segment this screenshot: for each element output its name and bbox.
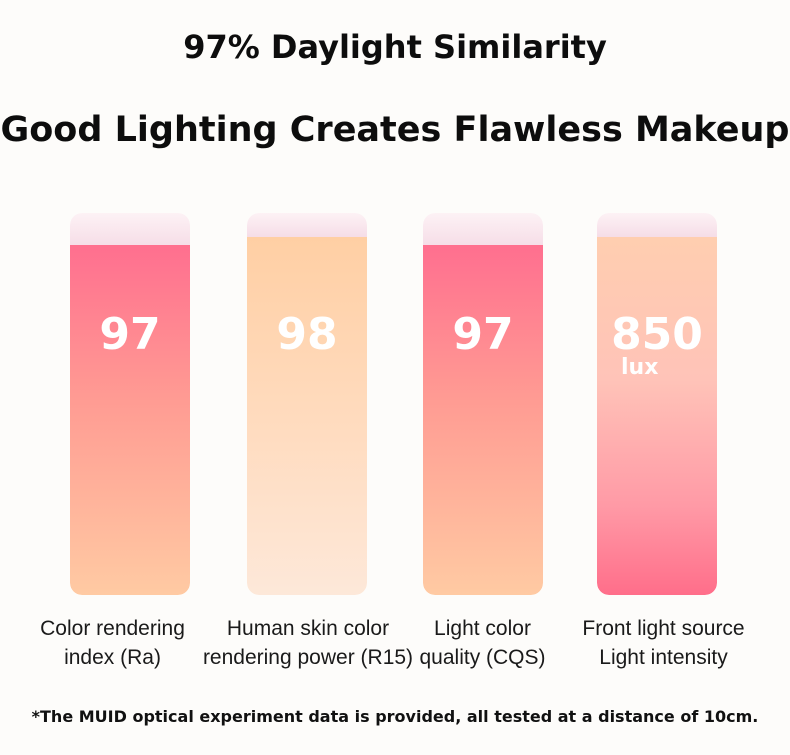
label-line: Human skin color xyxy=(226,617,390,640)
label-line: Light intensity xyxy=(599,646,728,669)
metric-value: 850 xyxy=(611,309,703,360)
metric-value: 97 xyxy=(99,309,161,360)
label-line: Front light source xyxy=(582,617,745,640)
page-subtitle: Good Lighting Creates Flawless Makeup xyxy=(0,110,790,150)
metric-value: 98 xyxy=(276,309,338,360)
label-line: rendering power (R15) xyxy=(202,646,414,669)
metric-bar-skin-color-rendering: 98 xyxy=(247,213,367,595)
bar-body xyxy=(70,245,190,595)
label-line: Color rendering xyxy=(40,617,185,640)
metric-bar-light-color-quality: 97 xyxy=(423,213,543,595)
metric-label-color-rendering-index: Color rendering index (Ra) xyxy=(20,614,205,672)
metric-bar-color-rendering-index: 97 xyxy=(70,213,190,595)
bar-cap xyxy=(597,213,717,239)
bar-cap xyxy=(423,213,543,249)
label-line: quality (CQS) xyxy=(419,646,546,669)
metric-value: 97 xyxy=(452,309,514,360)
bar-cap xyxy=(70,213,190,249)
footnote: *The MUID optical experiment data is pro… xyxy=(31,707,759,726)
bar-body xyxy=(247,237,367,595)
metric-unit: lux xyxy=(621,355,659,380)
label-line: index (Ra) xyxy=(64,646,161,669)
bar-cap xyxy=(247,213,367,239)
bar-body xyxy=(423,245,543,595)
metric-label-light-intensity: Front light source Light intensity xyxy=(566,614,761,672)
bar-body xyxy=(597,237,717,595)
page-title: 97% Daylight Similarity xyxy=(183,28,607,66)
metric-bar-light-intensity: 850 lux xyxy=(597,213,717,595)
label-line: Light color xyxy=(434,617,531,640)
metric-label-skin-color-rendering: Human skin color rendering power (R15) xyxy=(188,614,428,672)
metric-label-light-color-quality: Light color quality (CQS) xyxy=(405,614,560,672)
